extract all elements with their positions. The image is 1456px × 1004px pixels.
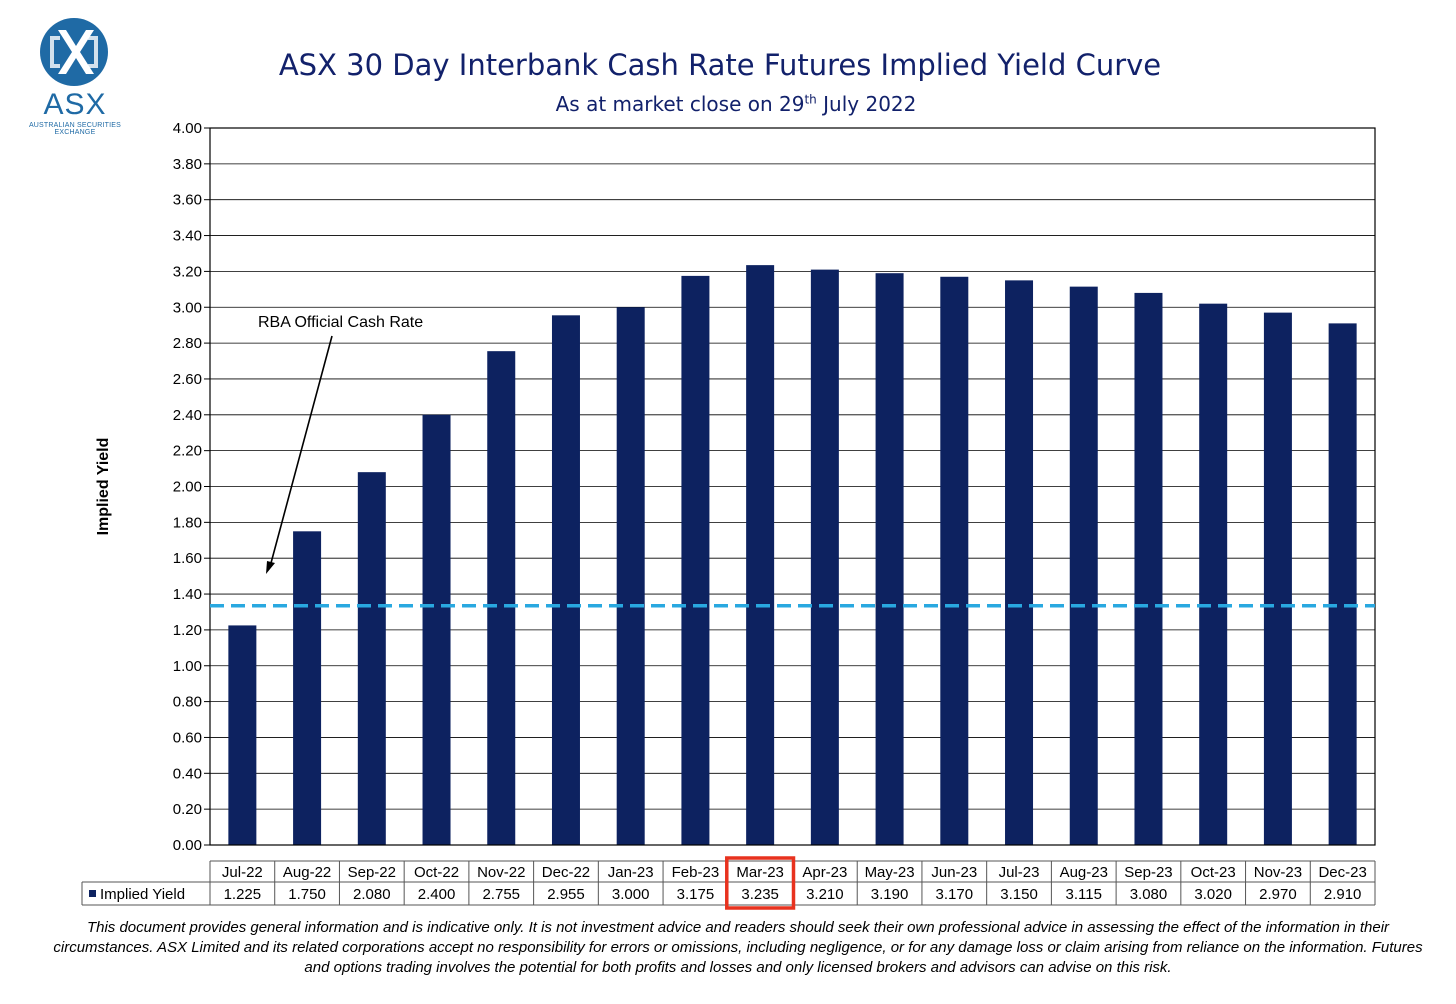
y-tick-label: 0.20 — [173, 801, 202, 818]
x-category-label: Feb-23 — [672, 864, 720, 881]
disclaimer-text: This document provides general informati… — [53, 919, 1423, 976]
annotation-arrow-head — [266, 561, 275, 574]
x-category-label: Dec-22 — [542, 864, 590, 881]
bar — [293, 531, 322, 845]
x-category-label: Nov-23 — [1254, 864, 1302, 881]
bar — [616, 307, 645, 845]
annotation-arrow-line — [270, 335, 333, 564]
subtitle-suffix: July 2022 — [816, 92, 917, 116]
y-tick-label: 3.80 — [173, 156, 202, 173]
bar — [746, 265, 775, 846]
bar — [487, 351, 516, 845]
bar — [875, 273, 904, 845]
chart-subtitle: As at market close on 29th July 2022 — [0, 92, 1456, 116]
data-table-value: 3.080 — [1130, 886, 1168, 903]
yield-curve-chart: 0.00 0.20 0.40 0.60 0.80 1.00 1.20 1.40 1.60 1.80… — [81, 120, 1376, 910]
x-category-label: Jun-23 — [931, 864, 977, 881]
bar — [1328, 323, 1357, 845]
subtitle-superscript: th — [804, 92, 817, 107]
data-table-value: 2.910 — [1324, 886, 1362, 903]
highlight-box — [725, 856, 796, 910]
bar — [1199, 303, 1228, 845]
legend-label: Implied Yield — [100, 886, 185, 903]
data-table-value: 2.955 — [547, 886, 585, 903]
x-category-label: Jul-23 — [999, 864, 1040, 881]
y-tick-label: 1.60 — [173, 550, 202, 567]
logo-wordmark: ASX — [43, 88, 107, 121]
data-table-value: 3.175 — [677, 886, 715, 903]
y-tick-label: 3.20 — [173, 263, 202, 280]
asx-logo: ASX AUSTRALIAN SECURITIES EXCHANGE — [8, 14, 142, 136]
x-category-label: Oct-22 — [414, 864, 459, 881]
bar — [551, 315, 580, 845]
y-tick-label: 2.00 — [173, 479, 202, 496]
data-table-value: 3.210 — [806, 886, 844, 903]
bar — [681, 275, 710, 846]
legend-swatch — [89, 890, 96, 897]
y-tick-label: 2.40 — [173, 407, 202, 424]
y-tick-label: 0.00 — [173, 837, 202, 854]
x-category-label: Apr-23 — [802, 864, 847, 881]
x-category-label: Jan-23 — [608, 864, 654, 881]
data-table-value: 3.115 — [1066, 886, 1102, 903]
y-tick-label: 1.40 — [173, 586, 202, 603]
data-table-value: 3.150 — [1000, 886, 1038, 903]
data-table-value: 2.400 — [418, 886, 456, 903]
bar — [810, 269, 839, 845]
bar — [228, 625, 257, 845]
data-table-value: 3.000 — [612, 886, 650, 903]
logo-subtitle: AUSTRALIAN SECURITIES EXCHANGE — [28, 122, 122, 136]
y-tick-label: 1.00 — [173, 658, 202, 675]
bar — [1134, 292, 1163, 845]
bar — [1005, 280, 1034, 845]
bar — [1069, 286, 1098, 846]
data-table-value: 2.970 — [1259, 886, 1297, 903]
x-category-label: Oct-23 — [1191, 864, 1236, 881]
y-tick-label: 0.80 — [173, 694, 202, 711]
y-tick-label: 0.40 — [173, 765, 202, 782]
y-tick-label: 2.60 — [173, 371, 202, 388]
bar — [940, 276, 969, 846]
y-tick-label: 2.20 — [173, 443, 202, 460]
chart-title: ASX 30 Day Interbank Cash Rate Futures I… — [278, 48, 1162, 82]
y-tick-label: 3.00 — [173, 299, 202, 316]
data-table-value: 3.020 — [1194, 886, 1232, 903]
y-axis-title: Implied Yield — [95, 438, 112, 536]
data-table-value: 3.190 — [871, 886, 909, 903]
bar — [1263, 312, 1292, 845]
x-category-label: Aug-23 — [1060, 864, 1108, 881]
x-category-label: Sep-23 — [1124, 864, 1172, 881]
plot-frame — [209, 127, 1376, 846]
y-tick-label: 3.40 — [173, 228, 202, 245]
y-tick-label: 1.20 — [173, 622, 202, 639]
y-tick-label: 4.00 — [173, 120, 202, 137]
data-table-value: 1.225 — [224, 886, 262, 903]
x-category-label: Aug-22 — [283, 864, 331, 881]
data-table-value: 3.170 — [936, 886, 974, 903]
x-category-label: Sep-22 — [348, 864, 396, 881]
x-category-label: Jul-22 — [222, 864, 263, 881]
y-tick-label: 2.80 — [173, 335, 202, 352]
data-table-value: 2.755 — [482, 886, 520, 903]
subtitle-prefix: As at market close on 29 — [555, 92, 805, 116]
x-category-label: Dec-23 — [1318, 864, 1366, 881]
x-category-label: Mar-23 — [736, 864, 784, 881]
asx-emblem-icon — [40, 18, 108, 86]
y-tick-label: 3.60 — [173, 192, 202, 209]
x-category-label: Nov-22 — [477, 864, 525, 881]
data-table-value: 2.080 — [353, 886, 391, 903]
y-tick-label: 0.60 — [173, 729, 202, 746]
rba-cash-rate-label: RBA Official Cash Rate — [258, 314, 423, 331]
data-table-value: 1.750 — [288, 886, 326, 903]
bar — [422, 414, 451, 845]
y-tick-label: 1.80 — [173, 514, 202, 531]
data-table-value: 3.235 — [741, 886, 779, 903]
x-category-label: May-23 — [865, 864, 915, 881]
bar — [357, 472, 386, 845]
